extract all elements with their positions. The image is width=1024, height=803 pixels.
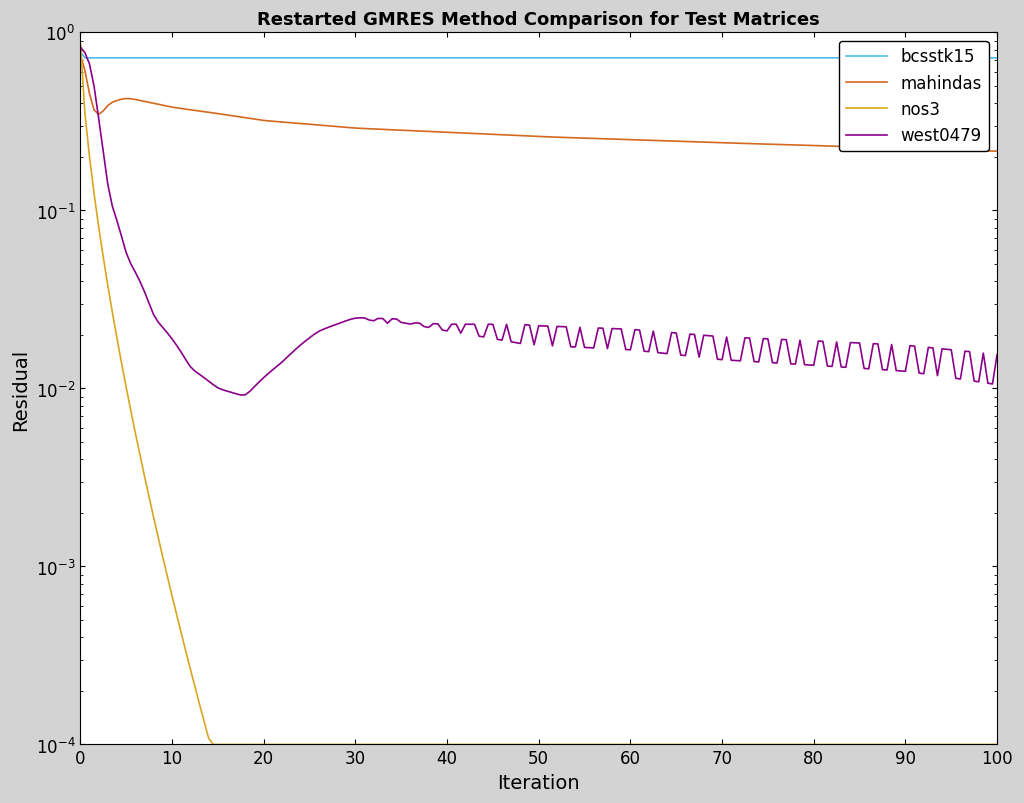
mahindas (157, 101, 169, 111)
mahindas (409, 127, 421, 137)
mahindas (74, 51, 86, 60)
west0479 (991, 350, 1004, 360)
nos3 (464, 740, 476, 749)
nos3 (991, 740, 1004, 749)
bcsstk15 (464, 54, 476, 63)
Y-axis label: Residual: Residual (11, 348, 30, 430)
mahindas (459, 129, 471, 139)
nos3 (573, 740, 586, 749)
west0479 (414, 319, 426, 328)
mahindas (569, 134, 582, 144)
west0479 (79, 49, 91, 59)
Title: Restarted GMRES Method Comparison for Test Matrices: Restarted GMRES Method Comparison for Te… (257, 11, 820, 29)
X-axis label: Iteration: Iteration (498, 773, 580, 792)
bcsstk15 (79, 54, 91, 63)
Legend: bcsstk15, mahindas, nos3, west0479: bcsstk15, mahindas, nos3, west0479 (839, 42, 989, 152)
bcsstk15 (161, 54, 173, 63)
nos3 (414, 740, 426, 749)
mahindas (79, 67, 91, 76)
west0479 (464, 320, 476, 330)
bcsstk15 (573, 54, 586, 63)
west0479 (573, 323, 586, 332)
west0479 (74, 43, 86, 53)
nos3 (79, 109, 91, 119)
Line: bcsstk15: bcsstk15 (80, 52, 997, 59)
Line: west0479: west0479 (80, 48, 997, 396)
bcsstk15 (918, 54, 930, 63)
bcsstk15 (74, 47, 86, 57)
nos3 (74, 37, 86, 47)
mahindas (913, 145, 926, 154)
nos3 (157, 552, 169, 562)
nos3 (207, 740, 219, 749)
Line: nos3: nos3 (80, 42, 997, 744)
west0479 (157, 324, 169, 333)
bcsstk15 (414, 54, 426, 63)
west0479 (234, 391, 247, 401)
west0479 (918, 369, 930, 379)
mahindas (991, 147, 1004, 157)
bcsstk15 (991, 54, 1004, 63)
nos3 (918, 740, 930, 749)
Line: mahindas: mahindas (80, 55, 997, 152)
bcsstk15 (83, 54, 95, 63)
